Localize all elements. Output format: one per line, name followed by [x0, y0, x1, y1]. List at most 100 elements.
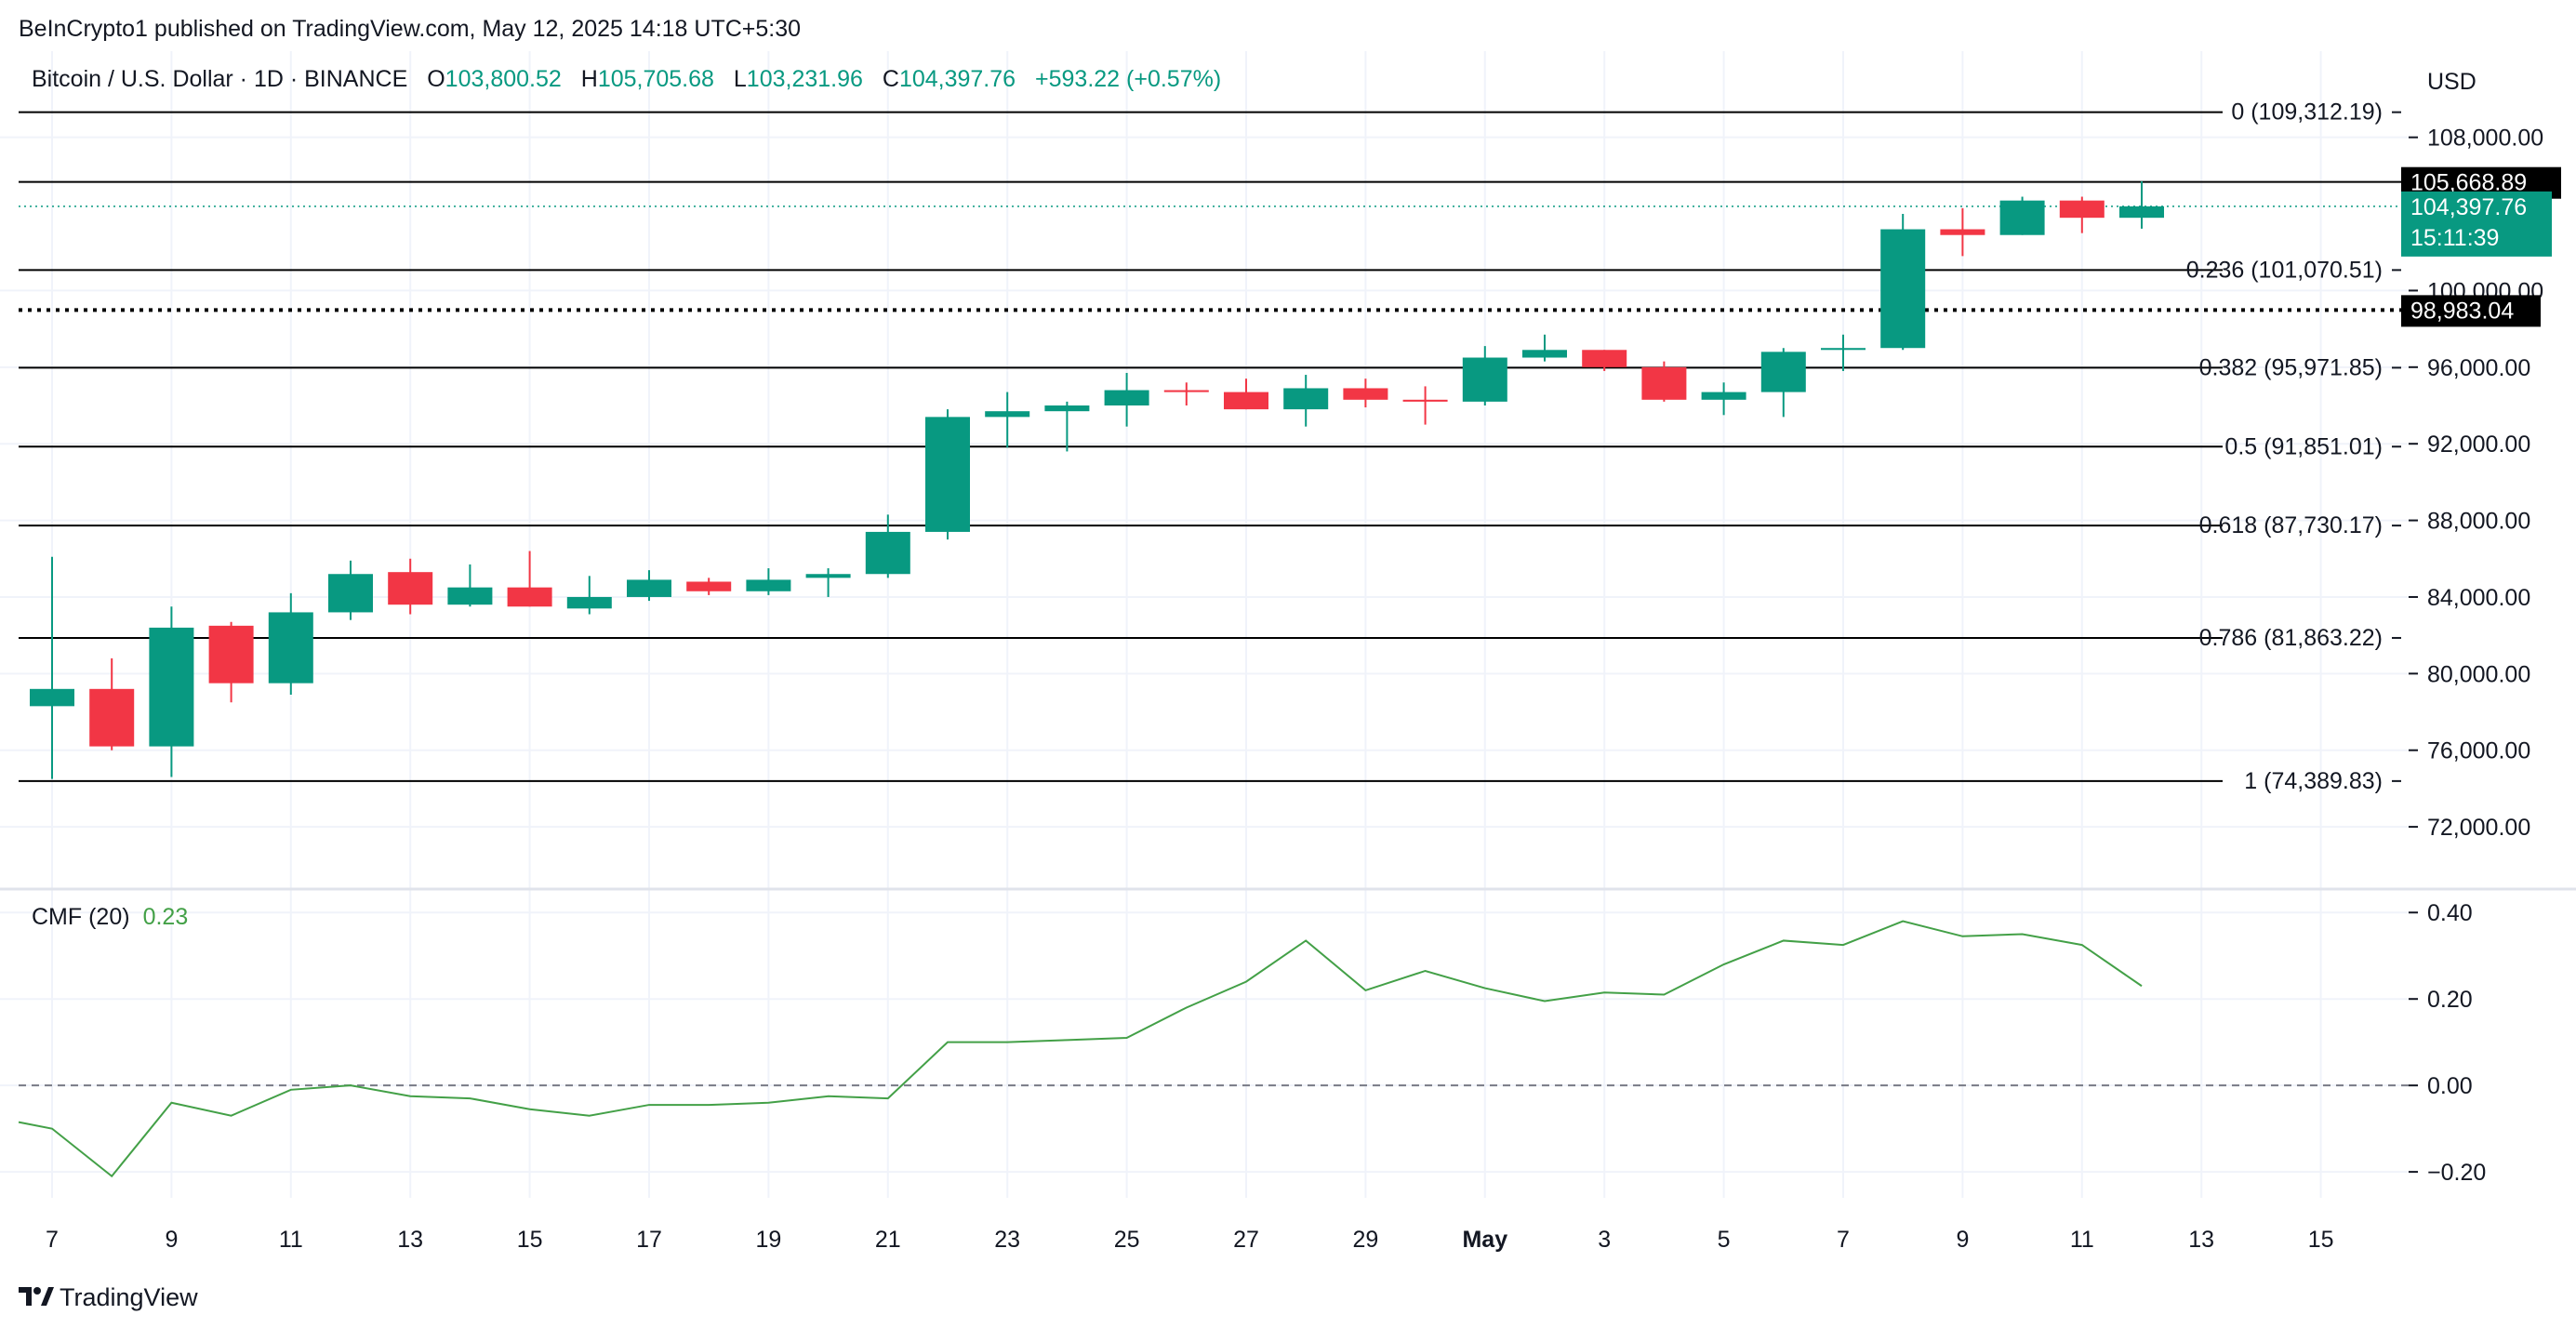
cmf-axis-label: 0.00 — [2427, 1073, 2473, 1099]
candle — [746, 568, 791, 595]
candle-body — [805, 574, 851, 578]
candle-body — [865, 531, 910, 575]
cmf-axis-label: 0.40 — [2427, 900, 2473, 926]
candle — [388, 558, 433, 615]
candles — [30, 180, 2164, 779]
candle — [1522, 334, 1567, 362]
axes[interactable]: 72,000.00 76,000.00 80,000.00 84,000.00 88,0… — [46, 111, 2543, 1253]
price-axis-label: 92,000.00 — [2427, 432, 2530, 458]
cmf-value: 0.23 — [143, 904, 189, 930]
price-axis-label: 88,000.00 — [2427, 509, 2530, 535]
price-axis-label: 84,000.00 — [2427, 585, 2530, 611]
published-caption: BeInCrypto1 published on TradingView.com… — [19, 16, 801, 42]
low-value: 103,231.96 — [747, 66, 863, 92]
horizontal-lines[interactable] — [19, 180, 2409, 312]
candle — [30, 556, 74, 779]
candle-body — [268, 612, 313, 684]
price-axis-label: 108,000.00 — [2427, 126, 2543, 152]
time-axis-label: 3 — [1598, 1227, 1611, 1253]
time-axis-label: 25 — [1114, 1227, 1140, 1253]
candle — [925, 409, 970, 540]
candle-body — [208, 625, 254, 684]
time-axis-label: 11 — [2070, 1227, 2094, 1253]
candle-body — [30, 688, 74, 707]
candle — [1821, 334, 1866, 371]
candle — [1283, 375, 1329, 427]
candle — [2059, 196, 2105, 233]
time-axis-label: 15 — [517, 1227, 543, 1253]
candle — [208, 621, 254, 703]
candle-body — [89, 688, 135, 747]
fib-label: 0.5 (91,851.01) — [2224, 433, 2383, 459]
candle — [985, 392, 1030, 448]
countdown-text: 15:11:39 — [2410, 225, 2499, 251]
candle-body — [1940, 229, 1985, 235]
price-axis-label: 76,000.00 — [2427, 738, 2530, 764]
candle — [1760, 348, 1806, 418]
candle — [447, 564, 493, 607]
candle — [1044, 401, 1090, 452]
candle — [1224, 378, 1268, 410]
candle-body — [1880, 229, 1926, 349]
tradingview-logo-icon — [19, 1287, 54, 1306]
price-axis-label: 96,000.00 — [2427, 355, 2530, 381]
candle — [268, 592, 313, 695]
candle — [1104, 372, 1149, 427]
tradingview-brand: TradingView — [60, 1283, 198, 1311]
candle — [1940, 207, 1985, 257]
time-axis-label: 19 — [755, 1227, 781, 1253]
candle — [1641, 361, 1687, 402]
close-value: 104,397.76 — [899, 66, 1016, 92]
open-value: 103,800.52 — [445, 66, 562, 92]
candle-body — [566, 596, 612, 609]
candle-body — [686, 581, 732, 591]
candle-body — [1044, 405, 1090, 412]
candle-body — [1343, 388, 1388, 400]
last-price-tag — [2401, 191, 2552, 257]
open-label: O — [427, 66, 445, 92]
candle — [328, 560, 373, 620]
candle — [1880, 214, 1926, 351]
candle-body — [388, 572, 433, 605]
candle-body — [2119, 206, 2164, 219]
candle — [1999, 196, 2045, 235]
time-axis-label: 5 — [1718, 1227, 1731, 1253]
time-axis-label: 29 — [1352, 1227, 1378, 1253]
candle-body — [1104, 390, 1149, 406]
candle-body — [149, 627, 194, 747]
candle-body — [447, 587, 493, 605]
change-value: +593.22 (+0.57%) — [1035, 66, 1221, 92]
time-axis-label: 13 — [2188, 1227, 2214, 1253]
candle — [2119, 180, 2164, 229]
candle-body — [1582, 350, 1627, 367]
time-axis-label: 9 — [1956, 1227, 1969, 1253]
support-price-tag — [2401, 295, 2541, 327]
fib-retracement[interactable]: 0 (109,312.19) 0.236 (101,070.51) 0.382 (9… — [19, 100, 2383, 794]
cmf-pane — [18, 920, 2409, 1178]
high-value: 105,705.68 — [598, 66, 714, 92]
tradingview-logo[interactable]: TradingView — [19, 1283, 198, 1311]
currency-label[interactable]: USD — [2427, 69, 2476, 95]
candle-body — [1701, 392, 1746, 400]
time-axis-label: 7 — [1837, 1227, 1850, 1253]
time-axis-label: 7 — [46, 1227, 59, 1253]
candle — [686, 578, 732, 595]
cmf-legend: CMF (20) 0.23 — [32, 904, 188, 930]
candle-body — [985, 411, 1030, 418]
grid — [0, 51, 2576, 1198]
cmf-axis-label: 0.20 — [2427, 987, 2473, 1013]
cmf-line — [18, 920, 2143, 1178]
cmf-axis-label: −0.20 — [2427, 1160, 2486, 1186]
close-label: C — [883, 66, 899, 92]
candle — [805, 568, 851, 597]
last-price-text: 104,397.76 — [2410, 194, 2527, 220]
legend-line: Bitcoin / U.S. Dollar · 1D · BINANCE O10… — [32, 66, 1221, 92]
candle-body — [1283, 388, 1329, 410]
fib-label: 1 (74,389.83) — [2244, 768, 2383, 794]
candle — [89, 657, 135, 750]
candle — [507, 551, 552, 607]
candle — [1701, 382, 1746, 416]
fib-label: 0 (109,312.19) — [2231, 100, 2383, 126]
